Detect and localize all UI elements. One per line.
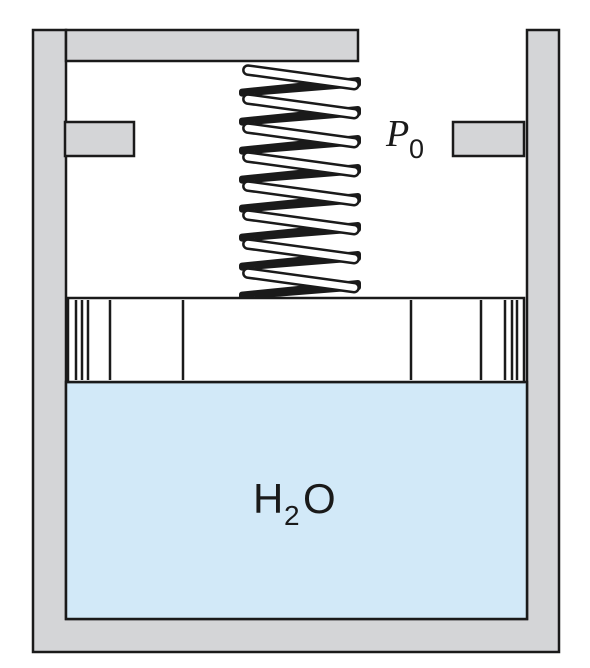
piston-shading-lines [74,300,519,380]
spring-coil-front [242,93,360,120]
svg-text:H: H [253,475,283,522]
right-stop [451,120,526,158]
spring-coil-front [242,64,360,91]
spring [239,64,361,300]
spring-coil-front [242,209,360,236]
pressure-label: P 0 [385,113,424,164]
water-region [64,380,529,621]
spring-coil-front [242,122,360,149]
container-wall [31,28,561,654]
left-stop [63,120,136,158]
water-label: H 2 O [253,475,336,531]
svg-text:2: 2 [284,500,300,531]
top-plate [64,28,360,63]
spring-coil-front [242,238,360,265]
svg-text:0: 0 [409,134,424,164]
svg-text:P: P [385,113,409,155]
piston [66,296,526,384]
spring-coil-front [242,180,360,207]
svg-text:O: O [303,475,336,522]
spring-coil-front [242,267,360,294]
spring-coil-front [242,151,360,178]
